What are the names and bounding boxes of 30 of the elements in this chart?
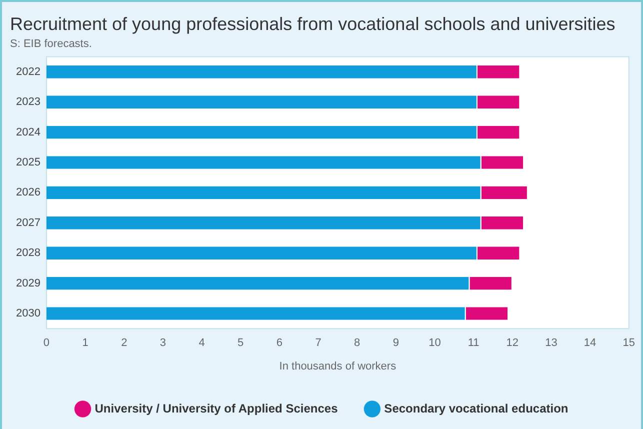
x-tick-label: 15 xyxy=(622,337,636,350)
y-tick-label: 2022 xyxy=(16,66,40,78)
legend-label: Secondary vocational education xyxy=(384,401,568,416)
y-tick-label: 2027 xyxy=(16,216,40,229)
x-tick-label: 0 xyxy=(43,337,50,350)
x-tick-label: 7 xyxy=(315,337,322,350)
y-tick-label: 2025 xyxy=(16,156,40,169)
y-tick-label: 2030 xyxy=(16,308,40,320)
x-tick-label: 14 xyxy=(584,337,596,350)
y-tick-label: 2026 xyxy=(16,186,40,199)
y-tick-label: 2024 xyxy=(16,126,40,138)
legend-label: University / University of Applied Sciences xyxy=(94,401,338,416)
chart-subtitle: S: EIB forecasts. xyxy=(10,38,92,50)
x-tick-label: 9 xyxy=(392,337,399,350)
x-tick-label: 12 xyxy=(506,337,519,350)
x-tick-label: 5 xyxy=(238,337,244,350)
x-tick-label: 8 xyxy=(354,337,360,350)
x-tick-label: 13 xyxy=(545,337,558,350)
y-tick-label: 2028 xyxy=(16,247,40,260)
x-tick-label: 3 xyxy=(160,337,166,350)
chart-title: Recruitment of young professionals from vocational schools and universities xyxy=(10,14,616,34)
x-tick-label: 11 xyxy=(468,337,480,350)
y-tick-label: 2029 xyxy=(16,277,40,290)
y-tick-label: 2023 xyxy=(16,96,40,108)
x-tick-label: 1 xyxy=(82,337,88,350)
x-tick-label: 2 xyxy=(121,337,128,350)
x-axis-title: In thousands of workers xyxy=(279,360,397,372)
x-tick-label: 4 xyxy=(198,337,205,350)
x-tick-label: 10 xyxy=(428,337,441,350)
x-tick-label: 6 xyxy=(276,337,282,350)
